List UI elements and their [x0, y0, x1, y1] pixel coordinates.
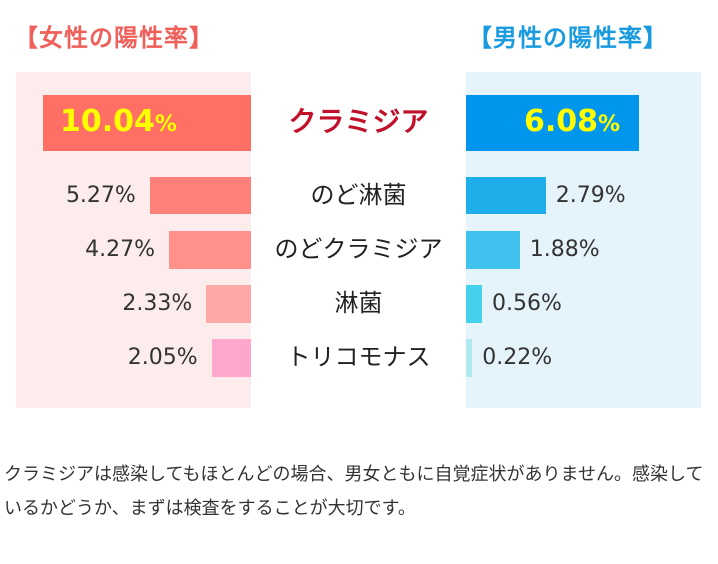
note-text: クラミジアは感染してもほとんどの場合、男女ともに自覚症状がありません。感染してい… — [4, 464, 704, 519]
female-value-label: 10.04% — [60, 104, 177, 139]
male-value-label: 2.79% — [555, 182, 626, 208]
male-title: 【男性の陽性率】 — [468, 24, 668, 52]
female-title: 【女性の陽性率】 — [14, 24, 214, 52]
female-bar — [211, 339, 251, 377]
female-bar — [169, 231, 251, 269]
female-bar — [43, 95, 251, 151]
male-bar — [466, 231, 520, 269]
female-value-label: 2.05% — [127, 345, 198, 370]
category-label: 淋菌 — [334, 289, 383, 317]
female-value-label: 2.33% — [122, 291, 193, 316]
category-label: トリコモナス — [286, 343, 431, 371]
female-value-label: 5.27% — [65, 182, 136, 208]
male-value-label: 0.56% — [492, 291, 562, 316]
female-bar — [206, 285, 251, 323]
male-bar — [466, 177, 546, 214]
male-value-label: 1.88% — [529, 237, 600, 262]
male-value-label: 6.08% — [524, 104, 621, 139]
female-bar — [149, 177, 251, 214]
category-label: クラミジア — [288, 105, 429, 138]
male-bar — [466, 95, 640, 151]
male-bar — [466, 285, 483, 323]
category-label: のどクラミジア — [274, 235, 443, 263]
category-label: のど淋菌 — [310, 180, 407, 209]
male-value-label: 0.22% — [482, 345, 553, 370]
male-bar — [466, 339, 473, 377]
female-value-label: 4.27% — [85, 237, 156, 262]
